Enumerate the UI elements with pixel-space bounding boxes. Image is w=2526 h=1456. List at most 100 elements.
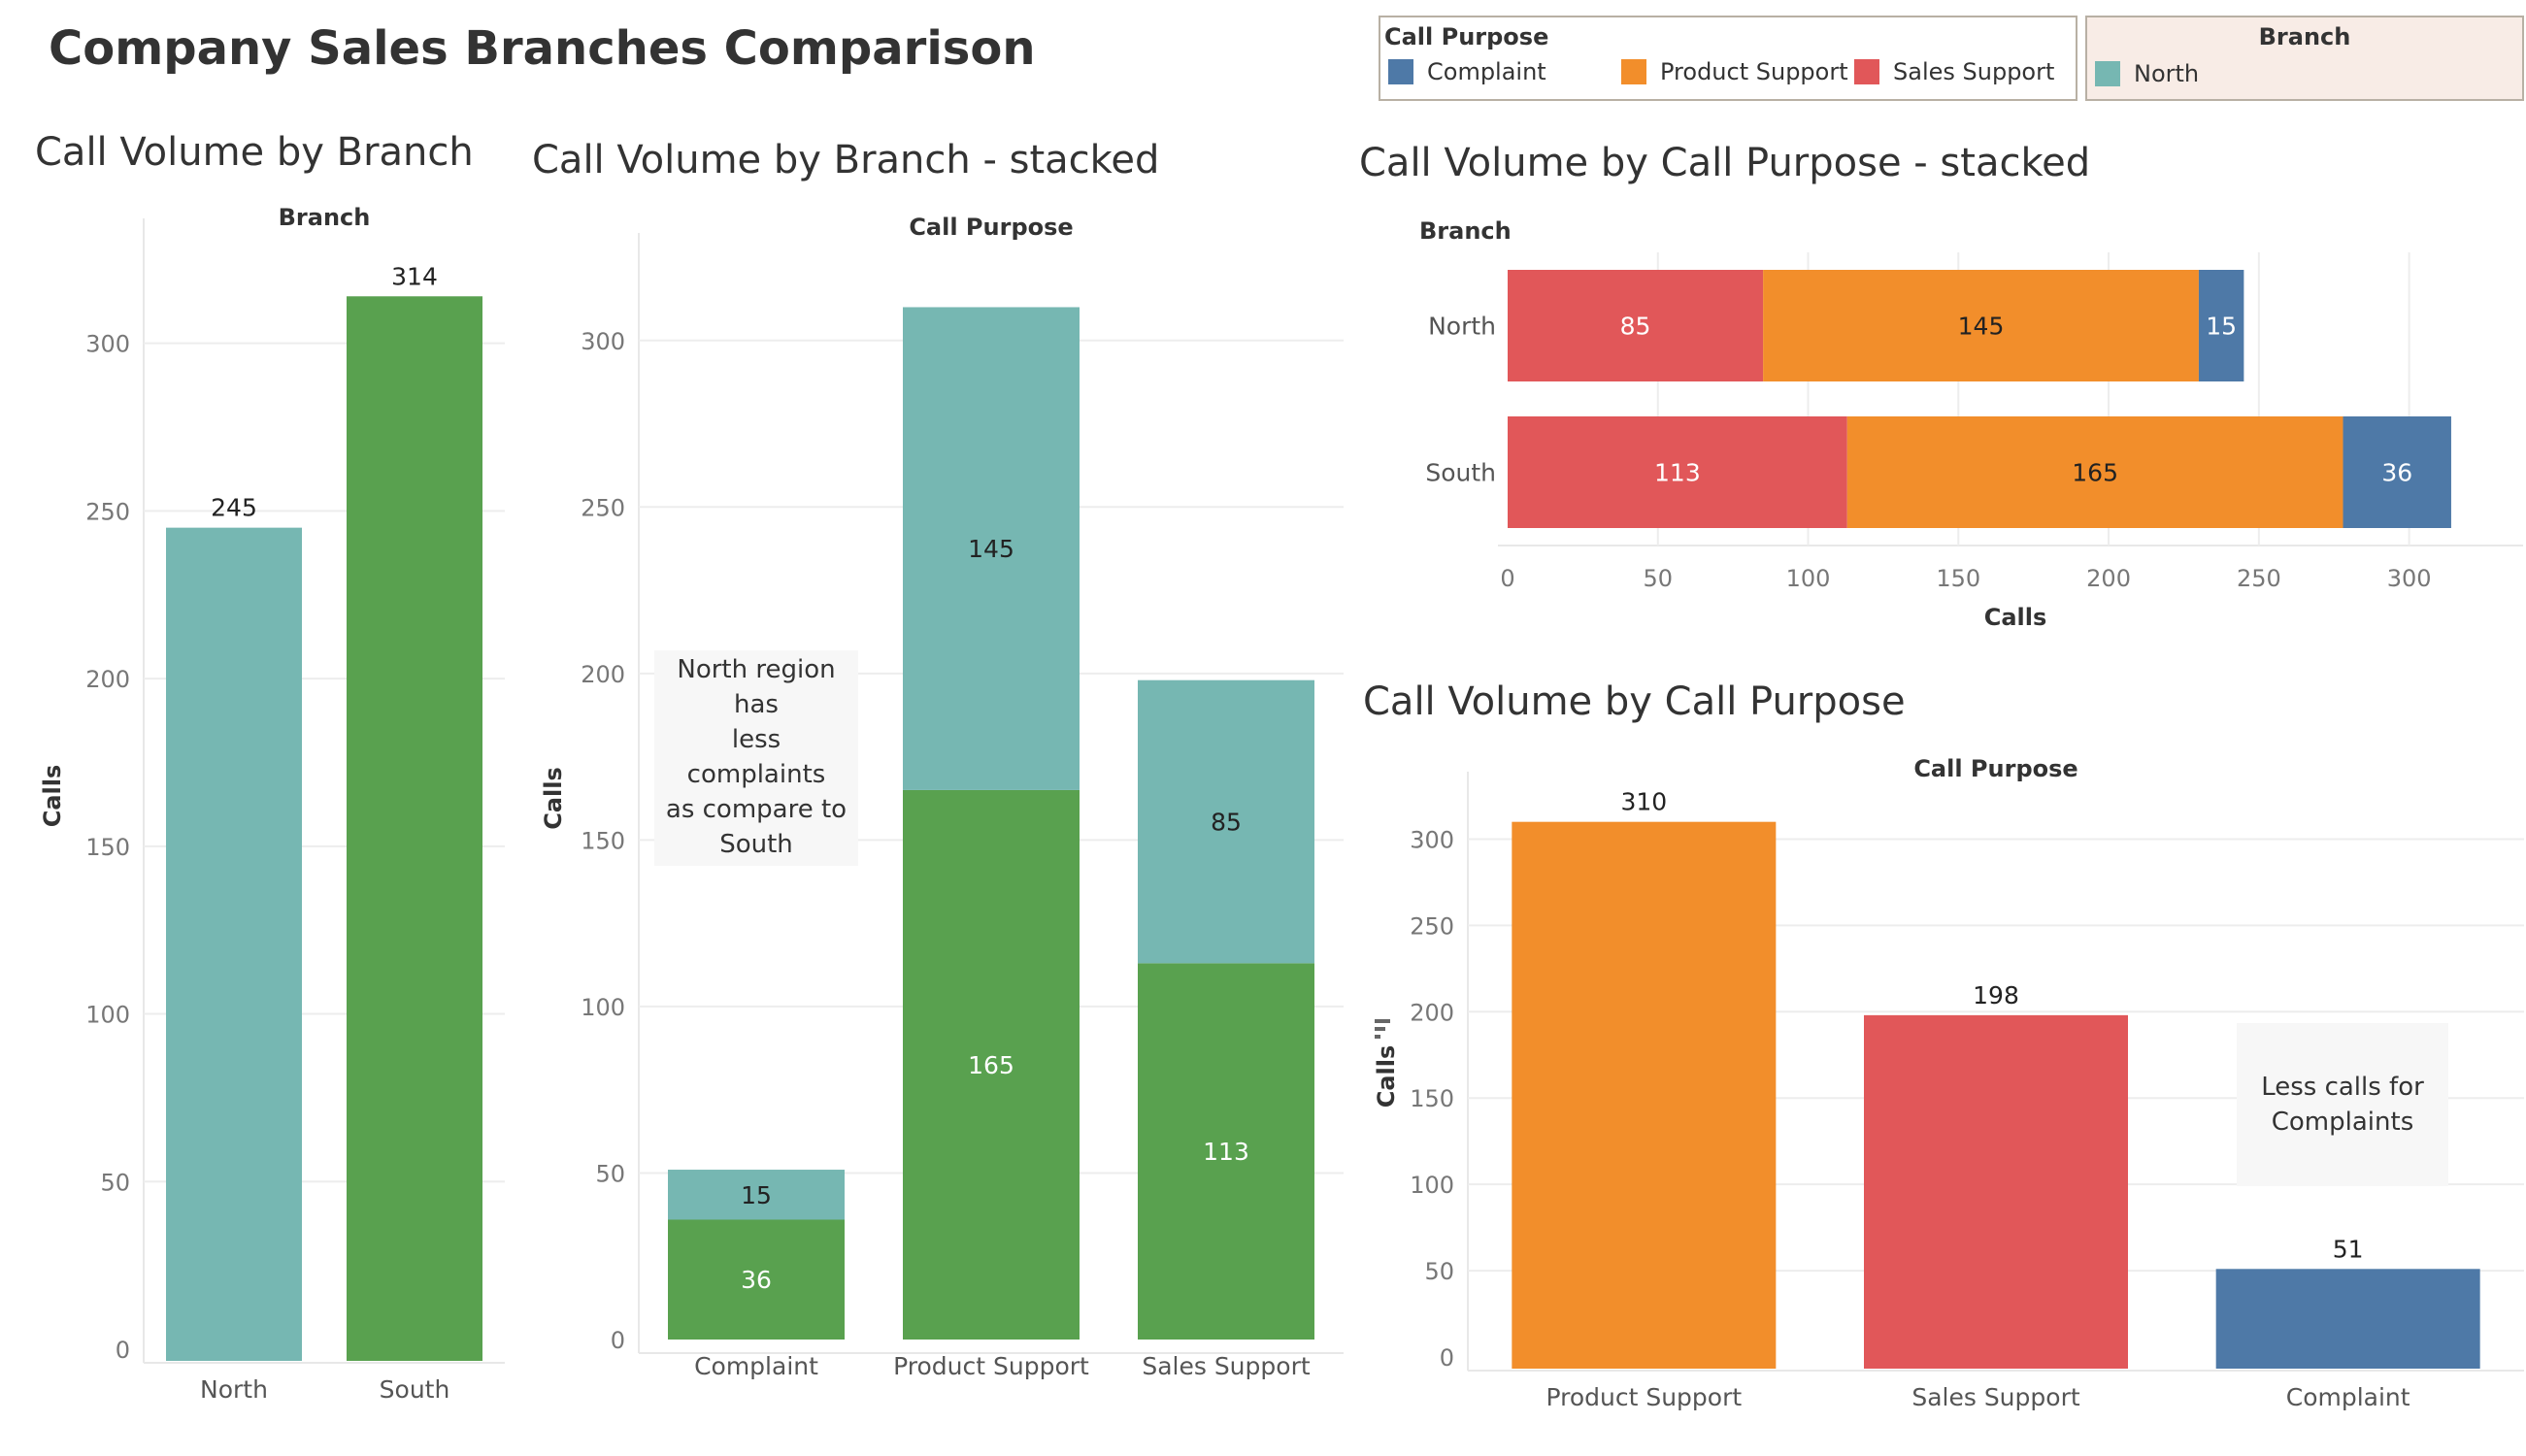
column-header: Branch bbox=[279, 204, 371, 231]
category-label: South bbox=[380, 1375, 450, 1404]
data-label: 165 bbox=[968, 1051, 1014, 1079]
bar-segment bbox=[1138, 679, 1314, 964]
legend-label-north: North bbox=[2134, 60, 2200, 87]
bar bbox=[1864, 1014, 2128, 1369]
data-label: 51 bbox=[2333, 1235, 2364, 1263]
category-label: North bbox=[1428, 313, 1496, 341]
data-label: 36 bbox=[2381, 459, 2412, 487]
x-tick-label: 150 bbox=[1936, 565, 1980, 592]
bar-segment bbox=[1763, 270, 2199, 381]
category-label: Sales Support bbox=[1142, 1352, 1311, 1380]
bar-segment bbox=[1508, 270, 1764, 381]
annotation-line: Less calls for bbox=[2261, 1073, 2424, 1102]
sort-icon-glyph bbox=[1375, 1019, 1390, 1039]
data-label: 165 bbox=[2072, 459, 2118, 487]
sort-icon[interactable] bbox=[1373, 1017, 1394, 1041]
category-label: Sales Support bbox=[1911, 1383, 2080, 1411]
data-label: 310 bbox=[1620, 788, 1667, 816]
legend-item-product-support[interactable]: Product Support bbox=[1621, 58, 1848, 85]
y-tick-label: 0 bbox=[1440, 1344, 1454, 1372]
sheet-title-by-branch: Call Volume by Branch bbox=[35, 130, 474, 175]
y-tick-label: 200 bbox=[85, 666, 130, 693]
product-support-swatch bbox=[1621, 59, 1646, 84]
annotation-line: has bbox=[734, 690, 779, 719]
complaint-swatch bbox=[1388, 59, 1413, 84]
y-tick-label: 150 bbox=[85, 834, 130, 861]
annotation-north-complaints: North region has less complaints as comp… bbox=[654, 650, 858, 866]
y-tick-label: 300 bbox=[1410, 826, 1454, 853]
y-tick-label: 200 bbox=[581, 661, 625, 688]
data-label: 314 bbox=[391, 262, 438, 290]
x-tick-label: 100 bbox=[1786, 565, 1831, 592]
data-label: 145 bbox=[1958, 313, 2005, 341]
legend-label-sales-support: Sales Support bbox=[1893, 58, 2055, 85]
legend-label-complaint: Complaint bbox=[1427, 58, 1546, 85]
call-purpose-legend-title: Call Purpose bbox=[1384, 23, 1549, 50]
legend-item-sales-support[interactable]: Sales Support bbox=[1854, 58, 2054, 85]
y-tick-label: 100 bbox=[581, 994, 625, 1021]
bar-segment bbox=[1138, 963, 1314, 1340]
data-label: 145 bbox=[968, 535, 1014, 563]
x-tick-label: 300 bbox=[2387, 565, 2432, 592]
y-tick-label: 250 bbox=[1410, 912, 1454, 940]
column-header: Call Purpose bbox=[909, 214, 1073, 241]
annotation-line: South bbox=[719, 830, 793, 859]
bar bbox=[347, 296, 482, 1362]
bar-segment bbox=[668, 1170, 845, 1220]
y-tick-label: 50 bbox=[595, 1160, 625, 1187]
y-tick-label: 250 bbox=[85, 498, 130, 525]
bar bbox=[2215, 1269, 2480, 1369]
data-label: 113 bbox=[1654, 459, 1701, 487]
legend-item-north[interactable]: North bbox=[2095, 60, 2199, 87]
data-label: 245 bbox=[211, 494, 257, 522]
y-axis-title: Calls bbox=[39, 765, 66, 828]
legend-item-complaint[interactable]: Complaint bbox=[1388, 58, 1546, 85]
y-tick-label: 300 bbox=[581, 328, 625, 355]
y-tick-label: 100 bbox=[1410, 1172, 1454, 1199]
bar-segment bbox=[1846, 416, 2343, 528]
data-label: 85 bbox=[1211, 809, 1242, 837]
annotation-less-complaints: Less calls for Complaints bbox=[2237, 1023, 2448, 1186]
x-tick-label: 250 bbox=[2237, 565, 2281, 592]
x-axis-title: Calls bbox=[1984, 604, 2047, 631]
bar-segment bbox=[2198, 270, 2244, 381]
dashboard-title: Company Sales Branches Comparison bbox=[49, 21, 1036, 76]
data-label: 36 bbox=[741, 1266, 772, 1294]
y-axis-title: Calls bbox=[540, 767, 567, 830]
bar-segment bbox=[668, 1219, 845, 1340]
sales-support-swatch bbox=[1854, 59, 1879, 84]
annotation-line: North region bbox=[677, 655, 836, 684]
sheet-title-by-branch-stacked: Call Volume by Branch - stacked bbox=[532, 138, 1160, 182]
y-axis-title: Calls bbox=[1373, 1045, 1400, 1109]
sheet-title-by-purpose: Call Volume by Call Purpose bbox=[1363, 679, 1906, 724]
y-tick-label: 50 bbox=[1424, 1258, 1454, 1285]
legend-label-product-support: Product Support bbox=[1660, 58, 1848, 85]
annotation-line: less bbox=[731, 725, 781, 754]
y-tick-label: 150 bbox=[1410, 1085, 1454, 1112]
category-label: Complaint bbox=[2286, 1383, 2410, 1411]
row-header: Branch bbox=[1419, 217, 1512, 245]
y-tick-label: 150 bbox=[581, 827, 625, 854]
bar bbox=[166, 527, 302, 1361]
branch-legend[interactable]: Branch North bbox=[2085, 16, 2524, 101]
category-label: South bbox=[1425, 459, 1496, 487]
bar-segment bbox=[2343, 416, 2451, 528]
data-label: 113 bbox=[1203, 1138, 1249, 1166]
y-tick-label: 0 bbox=[116, 1337, 130, 1364]
y-tick-label: 200 bbox=[1410, 999, 1454, 1026]
category-label: Product Support bbox=[1546, 1383, 1742, 1411]
annotation-line: as compare to bbox=[665, 795, 848, 824]
annotation-line: complaints bbox=[686, 760, 826, 789]
call-purpose-legend[interactable]: Call Purpose Complaint Product Support S… bbox=[1379, 16, 2077, 101]
y-tick-label: 50 bbox=[100, 1169, 130, 1196]
bar-segment bbox=[903, 789, 1080, 1340]
data-label: 198 bbox=[1973, 981, 2019, 1009]
sheet-title-by-purpose-stacked: Call Volume by Call Purpose - stacked bbox=[1359, 141, 2091, 185]
data-label: 15 bbox=[2206, 313, 2237, 341]
bar bbox=[1512, 821, 1777, 1369]
annotation-line: Complaints bbox=[2271, 1108, 2414, 1137]
